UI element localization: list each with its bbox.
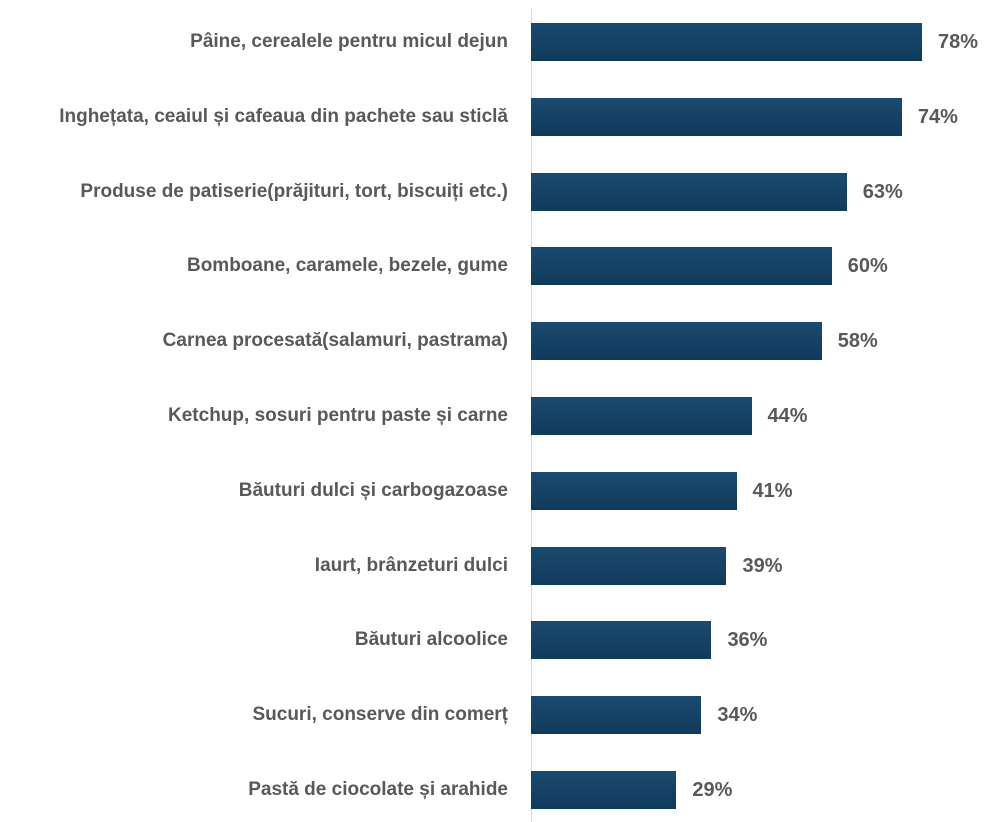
category-label: Produse de patiserie(prăjituri, tort, bi… [80, 180, 508, 204]
bar [531, 546, 727, 585]
bar [531, 471, 737, 510]
category-text: Sucuri, conserve din comerț [252, 704, 508, 726]
value-label: 74% [917, 105, 958, 128]
category-label: Pâine, cerealele pentru micul dejun [190, 30, 508, 54]
value-label: 34% [717, 704, 758, 727]
value-label: 60% [847, 255, 888, 278]
value-label: 39% [742, 554, 783, 577]
category-label: Pastă de ciocolate și arahide [248, 778, 508, 802]
category-text: Ketchup, sosuri pentru paste și carne [168, 405, 508, 426]
category-text: Pastă de ciocolate și arahide [248, 779, 508, 800]
category-text: Pâine, cerealele pentru micul dejun [190, 31, 508, 52]
bar [531, 621, 712, 660]
bar [531, 172, 847, 211]
category-label: Carnea procesată(salamuri, pastrama) [163, 329, 508, 353]
value-label: 63% [862, 180, 903, 203]
category-text: Bomboane, caramele, bezele, gume [186, 255, 508, 277]
value-label: 36% [727, 629, 768, 652]
category-label: Iaurt, brânzeturi dulci [315, 554, 508, 578]
bar [531, 696, 702, 735]
value-label: 44% [767, 405, 808, 427]
bar [531, 771, 677, 809]
bar [531, 397, 752, 435]
category-label: Ketchup, sosuri pentru paste și carne [168, 404, 508, 428]
bar [531, 23, 922, 61]
category-text: Produse de patiserie(prăjituri, tort, bi… [80, 180, 508, 202]
value-label: 58% [837, 330, 878, 353]
bar [531, 322, 822, 361]
category-text: Iaurt, brânzeturi dulci [314, 554, 508, 576]
value-label: 78% [937, 31, 978, 53]
bar [531, 97, 902, 136]
category-label: Băuturi alcoolice [355, 628, 508, 652]
category-label: Inghețata, ceaiul și cafeaua din pachete… [59, 105, 508, 129]
category-text: Băuturi alcoolice [354, 629, 508, 651]
category-text: Inghețata, ceaiul și cafeaua din pachete… [59, 105, 508, 127]
category-label: Sucuri, conserve din comerț [252, 703, 508, 727]
category-text: Băuturi dulci și carbogazoase [238, 479, 508, 501]
value-label: 29% [692, 779, 733, 801]
value-label: 41% [752, 479, 793, 502]
category-label: Băuturi dulci și carbogazoase [239, 479, 508, 503]
bar [531, 247, 832, 286]
category-text: Carnea procesată(salamuri, pastrama) [162, 330, 508, 352]
category-label: Bomboane, caramele, bezele, gume [187, 254, 508, 278]
